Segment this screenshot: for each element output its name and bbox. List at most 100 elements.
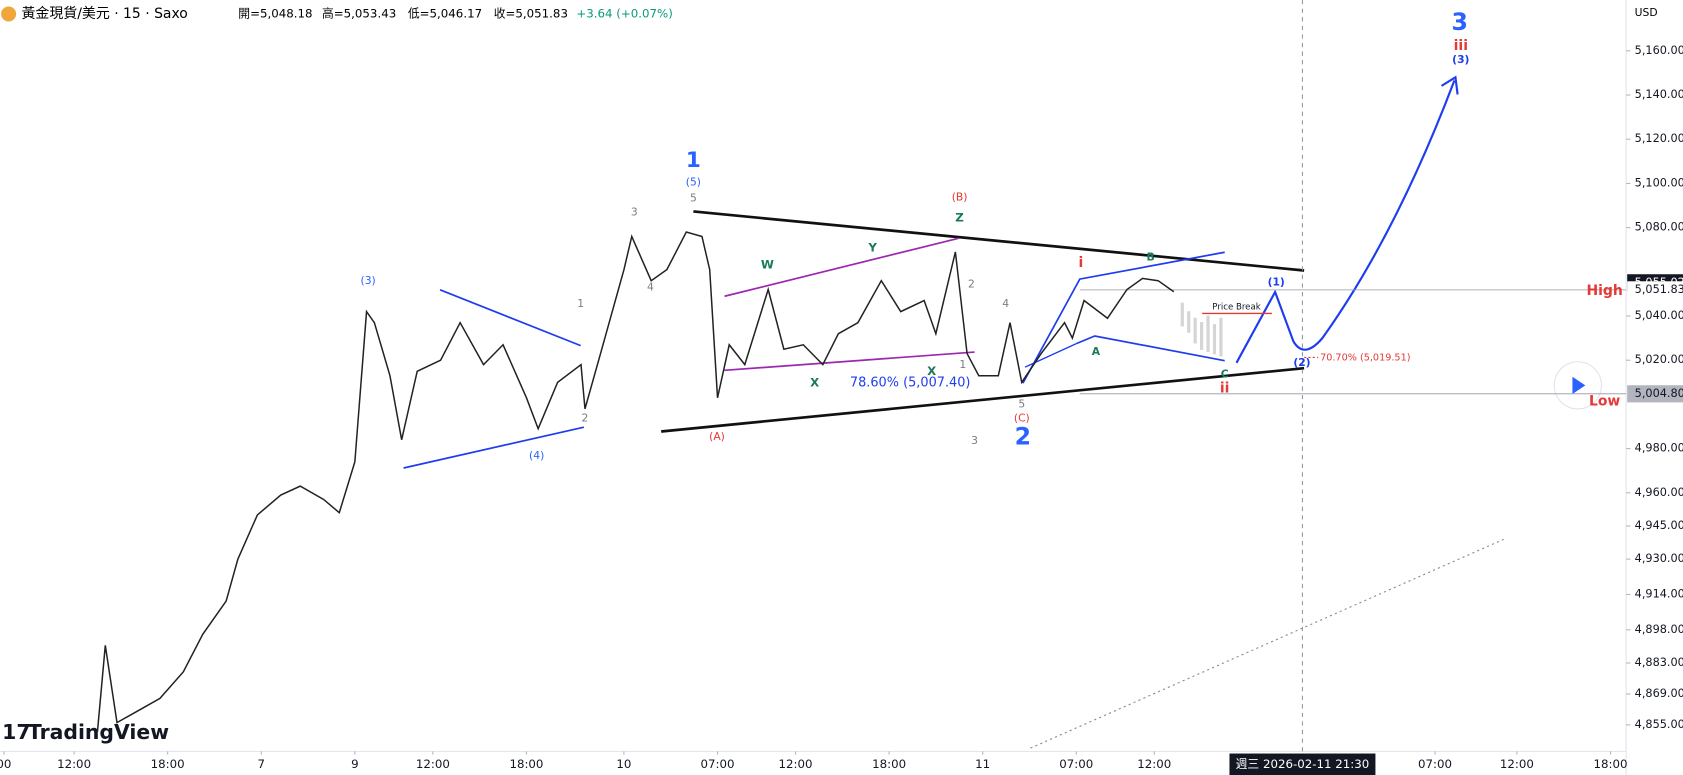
projection-path — [1235, 80, 1456, 364]
wave-label: 2 — [582, 412, 589, 425]
projected-bar — [1199, 322, 1204, 350]
blue-line — [439, 289, 581, 347]
blue-line — [1024, 342, 1077, 368]
wave-label: 4 — [647, 281, 654, 294]
purple-line — [724, 351, 975, 372]
wave-label: A — [1092, 345, 1101, 358]
wave-label: Low — [1589, 393, 1620, 409]
wave-label: Z — [955, 210, 964, 224]
price-tag-label: 5,051.83 — [1635, 283, 1683, 296]
wave-label: C — [1221, 368, 1229, 381]
ohlc-low: 低=5,046.17 — [408, 6, 482, 20]
projected-bar — [1206, 315, 1210, 353]
projected-bars — [1180, 302, 1223, 357]
drawings — [403, 75, 1506, 749]
projected-bar — [1219, 317, 1223, 357]
y-tick-label: 4,914.00 — [1635, 587, 1683, 600]
x-tick-label: 10 — [616, 757, 631, 771]
wave-label: i — [1078, 255, 1083, 271]
ohlc-change: +3.64 (+0.07%) — [576, 6, 672, 20]
x-tick-label: 11 — [975, 757, 990, 771]
wave-label: ii — [1220, 381, 1230, 397]
currency: USD — [1635, 6, 1658, 19]
projected-bar — [1187, 311, 1191, 333]
wave-label: (5) — [686, 175, 701, 188]
x-tick-label: 12:00 — [1500, 757, 1534, 771]
wave-label: 2 — [968, 277, 975, 290]
projected-bar — [1193, 317, 1197, 344]
y-tick-label: 5,020.00 — [1635, 353, 1683, 366]
price-tag — [1627, 281, 1683, 299]
y-tick-label: 5,040.00 — [1635, 309, 1683, 322]
y-tick-label: 4,898.00 — [1635, 623, 1683, 636]
price-tag — [1627, 385, 1683, 403]
x-tick-label: 18:00 — [872, 757, 906, 771]
wave-label: 1 — [959, 358, 966, 371]
wave-label: W — [761, 258, 774, 272]
triangle-lower — [661, 366, 1305, 433]
play-button[interactable] — [1553, 361, 1602, 410]
price-line-series — [96, 231, 1175, 732]
wave-label: 1 — [577, 297, 584, 310]
x-tick-label: 18:00 — [1594, 757, 1628, 771]
ohlc-open: 開=5,048.18 — [238, 6, 312, 20]
symbol[interactable]: 黃金現貨/美元 · 15 · Saxo — [21, 5, 187, 22]
x-tick-label: 12:00 — [779, 757, 813, 771]
wave-label: (2) — [1293, 356, 1310, 369]
crosshair-label: 週三 2026-02-11 21:30 — [1236, 757, 1370, 771]
wave-label: (C) — [1014, 412, 1030, 425]
wave-label: 3 — [971, 434, 978, 447]
wave-label: 3 — [631, 206, 638, 219]
wave-label: B — [1147, 251, 1155, 264]
crosshair-label-bg — [1229, 753, 1376, 775]
y-tick-label: 4,855.00 — [1635, 718, 1683, 731]
y-tick-label: 4,980.00 — [1635, 442, 1683, 455]
wave-label: X — [927, 364, 936, 378]
wave-label: (A) — [709, 430, 725, 443]
wave-label: 70.70% (5,019.51) — [1320, 352, 1410, 363]
wave-label: (1) — [1268, 275, 1285, 288]
x-tick-label: 7 — [258, 757, 266, 771]
ohlc-close: 收=5,051.83 — [494, 6, 568, 20]
y-tick-label: 4,960.00 — [1635, 486, 1683, 499]
wave-label: 5 — [1018, 398, 1025, 411]
x-tick-label: 18:00 — [151, 757, 185, 771]
blue-channel — [1076, 335, 1225, 362]
y-tick-label: 4,945.00 — [1635, 519, 1683, 532]
wave-label: 2 — [1015, 422, 1031, 450]
play-icon[interactable] — [1572, 376, 1586, 394]
purple-line — [724, 237, 959, 298]
wave-label: 3 — [1452, 8, 1468, 36]
wave-label: (3) — [361, 274, 376, 287]
logo-mark: 17 — [2, 720, 30, 744]
y-tick-label: 5,100.00 — [1635, 176, 1683, 189]
x-tick-label: 9 — [351, 757, 359, 771]
price-tag-label: 5,004.80 — [1635, 387, 1683, 400]
projected-bar — [1180, 302, 1184, 327]
triangle-upper — [693, 210, 1305, 272]
x-tick-label: 07:00 — [701, 757, 735, 771]
x-tick-label: 07:00 — [1418, 757, 1452, 771]
x-tick-label: 12:00 — [416, 757, 450, 771]
y-tick-label: 5,120.00 — [1635, 132, 1683, 145]
y-tick-label: 5,160.00 — [1635, 44, 1683, 57]
wave-label: Y — [867, 240, 877, 254]
ohlc-high: 高=5,053.43 — [322, 6, 396, 20]
wave-label: iii — [1454, 38, 1468, 54]
wave-label: (4) — [529, 449, 544, 462]
x-tick-label: 07:00 — [1059, 757, 1093, 771]
x-tick-label: 12:00 — [1137, 757, 1171, 771]
dotted-trendline — [1030, 538, 1506, 749]
y-tick-label: 4,883.00 — [1635, 656, 1683, 669]
wave-label: 5 — [690, 192, 697, 205]
wave-label: 4 — [1002, 297, 1009, 310]
x-tick-label: 18:00 — [509, 757, 543, 771]
projected-bar — [1212, 324, 1217, 355]
x-tick-label: 12:00 — [57, 757, 91, 771]
symbol-icon — [1, 6, 17, 22]
wave-label: X — [810, 376, 819, 390]
wave-label: High — [1586, 283, 1622, 299]
